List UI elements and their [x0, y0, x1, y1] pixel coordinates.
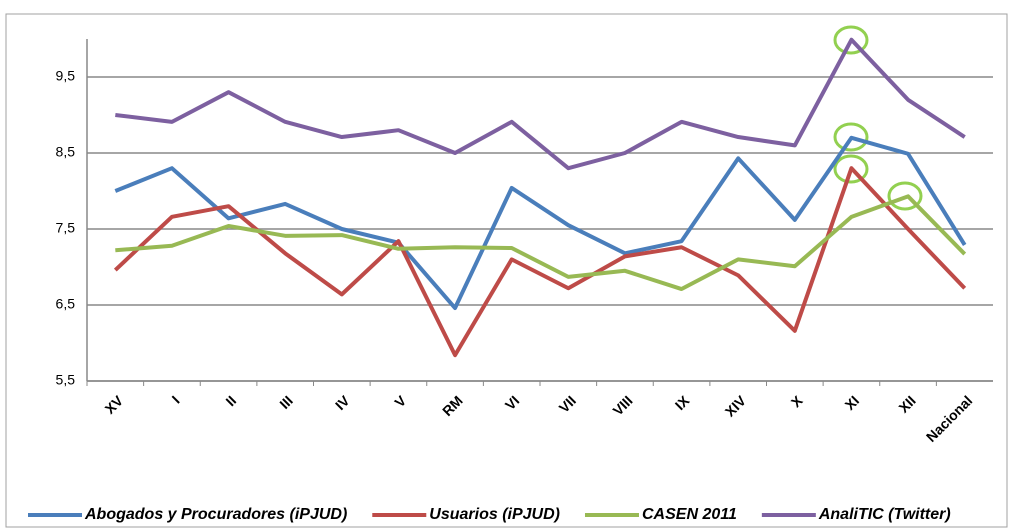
x-tick-label: VII — [556, 392, 579, 415]
y-tick-label: 8,5 — [56, 144, 76, 160]
y-tick-label: 7,5 — [56, 220, 76, 236]
x-tick-label: IX — [672, 392, 693, 413]
x-tick-label: III — [276, 392, 296, 412]
legend-label: CASEN 2011 — [642, 506, 737, 523]
x-tick-label: Nacional — [923, 392, 976, 445]
legend-label: AnaliTIC (Twitter) — [818, 506, 951, 523]
series-line — [115, 37, 966, 171]
chart-frame — [5, 13, 1008, 528]
x-tick-label: II — [222, 392, 239, 409]
y-tick-label: 9,5 — [56, 68, 76, 84]
legend-label: Usuarios (iPJUD) — [429, 506, 560, 523]
x-tick-label: VIII — [610, 392, 636, 418]
highlight-circle — [833, 122, 869, 152]
x-tick-label: I — [169, 392, 183, 406]
y-tick-label: 6,5 — [56, 296, 76, 312]
x-tick-label: V — [391, 392, 409, 410]
highlight-circle — [887, 181, 923, 211]
legend-label: Abogados y Procuradores (iPJUD) — [84, 506, 347, 523]
y-tick-label: 5,5 — [56, 372, 76, 388]
highlight-circle — [833, 154, 869, 184]
x-tick-label: X — [788, 392, 806, 410]
x-tick-label: XIV — [722, 392, 750, 420]
series-line — [115, 194, 967, 292]
x-tick-label: XI — [842, 392, 863, 413]
x-tick-label: XII — [895, 392, 918, 415]
x-tick-label: IV — [332, 392, 353, 413]
series-line — [114, 135, 967, 311]
x-tick-label: XV — [102, 392, 127, 417]
x-tick-label: VI — [502, 392, 523, 413]
highlight-circle — [833, 25, 869, 55]
x-tick-label: RM — [439, 392, 466, 419]
